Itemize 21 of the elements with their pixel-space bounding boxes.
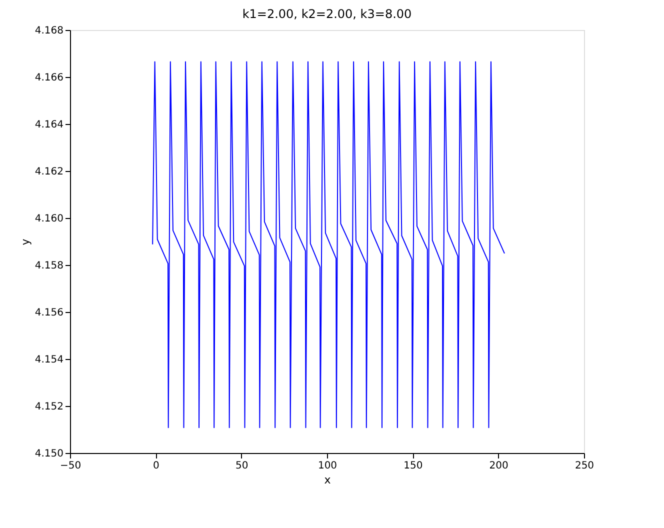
y-tick-label: 4.150 (34, 448, 64, 460)
x-tick-label: 200 (489, 460, 508, 472)
y-tick-label: 4.158 (34, 260, 64, 272)
y-tick-label: 4.156 (34, 308, 64, 318)
chart-title: k1=2.00, k2=2.00, k3=8.00 (242, 7, 412, 21)
y-tick-label: 4.168 (34, 26, 64, 36)
x-tick-label: 150 (404, 460, 423, 472)
y-tick-label: 4.152 (34, 402, 64, 412)
y-tick-label: 4.154 (34, 354, 64, 366)
x-tick-label: 50 (235, 460, 248, 472)
x-axis-title: x (324, 474, 332, 486)
x-tick-label: 250 (574, 460, 594, 472)
y-axis-title: y (18, 238, 32, 246)
y-tick-label: 4.166 (34, 72, 64, 84)
y-tick-label: 4.160 (34, 214, 64, 224)
x-tick-label: 100 (318, 460, 338, 472)
y-tick-label: 4.164 (34, 120, 64, 130)
y-tick-label: 4.162 (34, 166, 64, 178)
x-tick-label: −50 (60, 460, 82, 472)
x-tick-label: 0 (152, 460, 160, 472)
line-series (152, 61, 505, 428)
